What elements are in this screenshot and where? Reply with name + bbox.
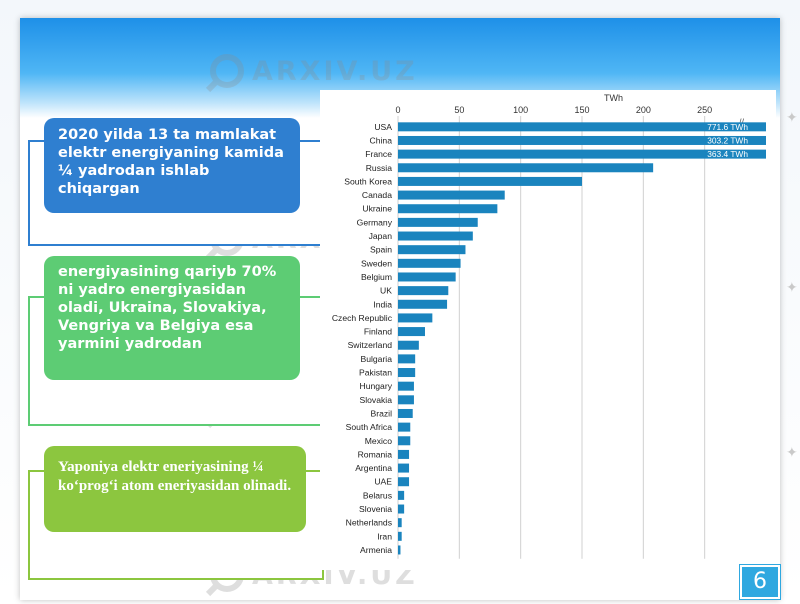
- bar: [398, 299, 448, 309]
- bar: [398, 258, 461, 268]
- category-label: Brazil: [371, 408, 393, 418]
- bar: [398, 313, 433, 323]
- chevron-decoration-icon: ✦: [786, 444, 798, 460]
- bar: [398, 286, 449, 296]
- text-box-1-text: 2020 yilda 13 ta mamlakat elektr energiy…: [58, 127, 284, 197]
- x-tick-label: 50: [454, 105, 464, 115]
- chevron-decoration-icon: ✦: [786, 109, 798, 125]
- category-label: Romania: [358, 449, 393, 459]
- category-label: Japan: [369, 231, 393, 241]
- bar: [398, 408, 413, 418]
- bar-chart-svg: TWh 0 50 100 150 200 250 // USA 771.6 TWh China 303…: [332, 93, 766, 559]
- category-label: Slovakia: [360, 395, 393, 405]
- bar: [398, 504, 405, 514]
- category-label: South Korea: [344, 176, 392, 186]
- category-label: Argentina: [355, 463, 392, 473]
- bar-value-label: 303.2 TWh: [707, 135, 748, 145]
- bar: [398, 449, 410, 459]
- chevron-decoration-icon: ✦: [786, 279, 798, 295]
- category-label: South Africa: [346, 422, 393, 432]
- category-label: Armenia: [360, 545, 392, 555]
- text-box-3: Yaponiya elektr eneriyasining ¼ koʻprogʻ…: [44, 446, 306, 532]
- bar: [398, 368, 416, 378]
- category-label: Hungary: [360, 381, 393, 391]
- bar: [398, 176, 582, 186]
- category-label: Canada: [362, 190, 392, 200]
- bar: [398, 463, 410, 473]
- bar-value-label: 363.4 TWh: [707, 149, 748, 159]
- category-label: Belgium: [361, 272, 392, 282]
- magnifier-icon: [210, 54, 244, 88]
- category-label: Belarus: [363, 490, 392, 500]
- bar: [398, 395, 414, 405]
- watermark: ARXIV.UZ: [205, 52, 415, 100]
- category-label: Iran: [377, 531, 392, 541]
- category-label: France: [365, 149, 392, 159]
- bar: [398, 149, 766, 159]
- x-tick-label: 200: [636, 105, 651, 115]
- category-label: Netherlands: [346, 518, 392, 528]
- category-label: Ukraine: [362, 204, 392, 214]
- bar: [398, 135, 766, 145]
- bar: [398, 422, 411, 432]
- text-box-1: 2020 yilda 13 ta mamlakat elektr energiy…: [44, 118, 300, 213]
- bar: [398, 122, 766, 132]
- category-label: Bulgaria: [360, 354, 392, 364]
- x-axis-title: TWh: [604, 93, 623, 103]
- bar: [398, 490, 405, 500]
- bar: [398, 545, 401, 555]
- bar: [398, 204, 498, 214]
- category-label: Finland: [364, 327, 392, 337]
- category-label: China: [370, 135, 393, 145]
- bar-value-label: 771.6 TWh: [707, 122, 748, 132]
- page-number: 6: [740, 565, 780, 599]
- text-box-3-text: Yaponiya elektr eneriyasining ¼ koʻprogʻ…: [58, 459, 292, 494]
- x-tick-label: 250: [697, 105, 712, 115]
- bar: [398, 217, 478, 227]
- category-label: Mexico: [365, 436, 392, 446]
- category-label: USA: [374, 122, 392, 132]
- bar: [398, 245, 466, 255]
- bar: [398, 272, 456, 282]
- bar: [398, 477, 410, 487]
- bar: [398, 231, 473, 241]
- bar: [398, 518, 402, 528]
- category-label: Russia: [366, 163, 392, 173]
- x-tick-label: 100: [513, 105, 528, 115]
- bar: [398, 340, 419, 350]
- bar: [398, 163, 654, 173]
- bar: [398, 354, 416, 364]
- text-box-2: energiyasining qariyb 70% ni yadro energ…: [44, 256, 300, 380]
- axis-break-mark: //: [739, 117, 745, 127]
- category-label: Czech Republic: [332, 313, 393, 323]
- bar: [398, 327, 425, 337]
- bar: [398, 531, 402, 541]
- nuclear-generation-chart: TWh 0 50 100 150 200 250 // USA 771.6 TWh China 303…: [320, 90, 776, 570]
- category-label: Slovenia: [359, 504, 392, 514]
- category-label: Sweden: [361, 258, 392, 268]
- bar: [398, 190, 505, 200]
- bar: [398, 381, 414, 391]
- category-label: Germany: [357, 217, 393, 227]
- x-tick-label: 150: [574, 105, 589, 115]
- x-tick-label: 0: [395, 105, 400, 115]
- category-label: India: [373, 299, 392, 309]
- category-label: Spain: [370, 245, 392, 255]
- category-label: Switzerland: [348, 340, 393, 350]
- category-label: UAE: [374, 477, 392, 487]
- bar: [398, 436, 411, 446]
- category-label: UK: [380, 286, 392, 296]
- category-label: Pakistan: [359, 368, 392, 378]
- text-box-2-text: energiyasining qariyb 70% ni yadro energ…: [58, 264, 277, 352]
